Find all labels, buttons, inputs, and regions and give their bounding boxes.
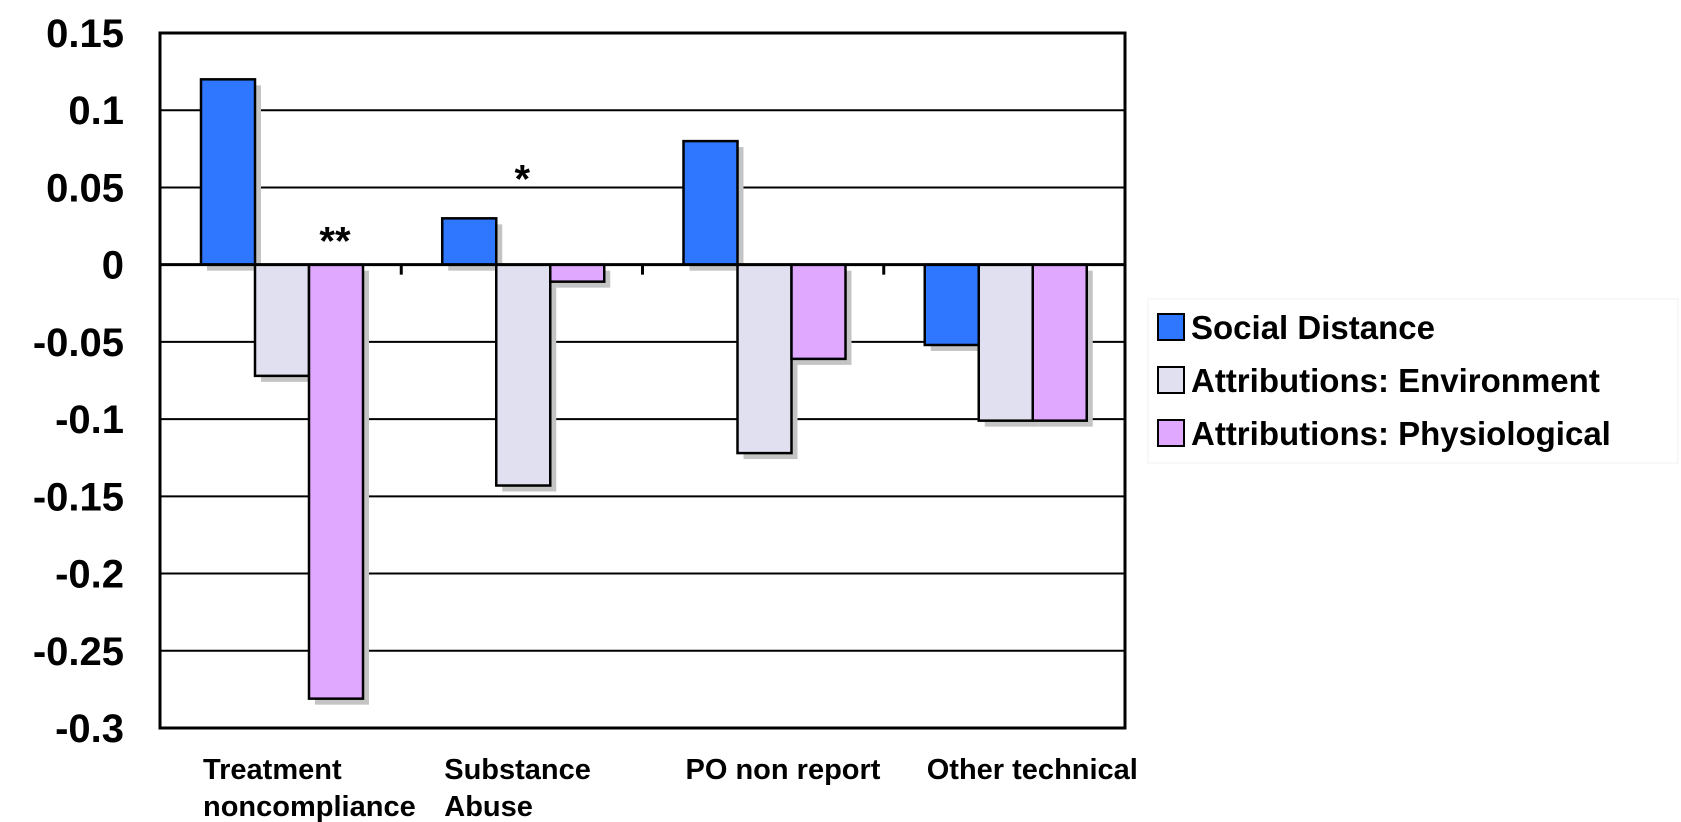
bar <box>1031 263 1088 422</box>
y-tick-label: -0.05 <box>33 321 124 365</box>
legend-swatch <box>1157 366 1185 394</box>
category-label: noncompliance <box>203 791 416 822</box>
labels: 0.15 0.1 0.05 0 -0.05 -0.1 -0.15 -0.2 -0.25 -0.3 T… <box>33 12 1138 822</box>
legend-label: Attributions: Physiological <box>1191 415 1611 452</box>
legend-label: Attributions: Environment <box>1191 362 1600 399</box>
legend-label: Social Distance <box>1191 309 1435 346</box>
legend-swatch <box>1157 419 1185 447</box>
y-tick-label: -0.25 <box>33 630 124 674</box>
bar <box>199 78 257 266</box>
category-label: Other technical <box>927 754 1138 786</box>
axes <box>158 31 1127 730</box>
bars <box>199 78 1093 705</box>
y-tick-label: -0.15 <box>33 475 124 519</box>
y-tick-label: 0.15 <box>46 12 124 56</box>
bar <box>736 263 793 455</box>
category-label: Treatment <box>203 754 342 786</box>
legend: Social Distance Attributions: Environment… <box>1147 298 1679 464</box>
bar <box>441 217 498 266</box>
bar <box>307 263 365 700</box>
significance-annotation: ** <box>319 220 351 264</box>
significance-annotation: * <box>514 158 530 202</box>
bar <box>253 263 311 378</box>
bar <box>682 139 739 266</box>
bar <box>790 263 847 361</box>
bar <box>495 263 552 487</box>
bar <box>549 263 606 283</box>
legend-swatch <box>1157 313 1185 341</box>
bar <box>977 263 1034 422</box>
y-tick-label: -0.3 <box>55 707 124 751</box>
category-label: PO non report <box>686 754 881 786</box>
bar <box>923 263 980 347</box>
category-label: Substance <box>444 754 591 786</box>
y-tick-label: 0.1 <box>68 89 124 133</box>
y-tick-label: -0.1 <box>55 398 124 442</box>
category-label: Abuse <box>444 791 533 822</box>
plot-frame <box>158 31 1127 730</box>
legend-box <box>1147 298 1679 464</box>
y-tick-label: 0.05 <box>46 166 124 210</box>
y-tick-label: 0 <box>102 244 124 288</box>
y-tick-label: -0.2 <box>55 553 124 597</box>
